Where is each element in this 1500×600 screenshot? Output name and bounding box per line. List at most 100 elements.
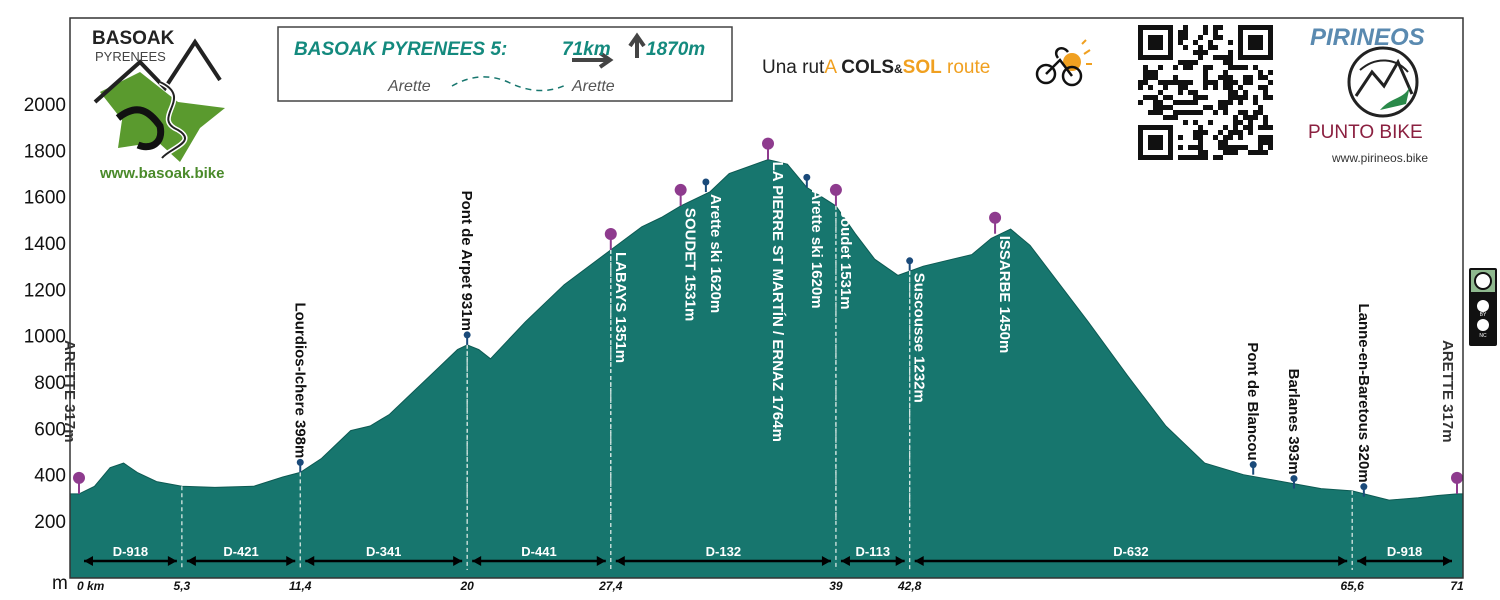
- qr-module: [1178, 135, 1183, 140]
- qr-module: [1258, 85, 1263, 90]
- qr-module: [1268, 145, 1273, 150]
- qr-module: [1238, 85, 1243, 90]
- qr-module: [1233, 90, 1238, 95]
- qr-module: [1183, 80, 1188, 85]
- qr-module: [1258, 75, 1263, 80]
- qr-module: [1193, 60, 1198, 65]
- qr-module: [1193, 95, 1198, 100]
- road-segment: D-918: [84, 544, 177, 566]
- partner-mountain-icon: [1354, 58, 1414, 97]
- qr-module: [1258, 140, 1263, 145]
- road-arrow-right: [453, 556, 463, 566]
- qr-module: [1203, 130, 1208, 135]
- qr-module: [1198, 55, 1203, 60]
- partner-road-icon: [1359, 59, 1409, 73]
- qr-module: [1223, 100, 1228, 105]
- qr-module: [1208, 120, 1213, 125]
- waypoint-label: Lourdios-Ichere 398m: [291, 302, 308, 458]
- qr-module: [1183, 65, 1188, 70]
- qr-module: [1248, 120, 1253, 125]
- waypoint-marker: [1290, 475, 1298, 483]
- qr-module: [1223, 105, 1228, 110]
- qr-module: [1198, 110, 1203, 115]
- qr-module: [1188, 90, 1193, 95]
- cyclist-icon: [115, 106, 165, 151]
- waypoint: Arette ski 1620m: [702, 178, 724, 313]
- qr-module: [1228, 55, 1233, 60]
- road-segment: D-632: [914, 544, 1348, 566]
- qr-module: [1228, 40, 1233, 45]
- qr-module: [1163, 105, 1168, 110]
- qr-module: [1253, 115, 1258, 120]
- qr-finder-core: [1148, 35, 1163, 50]
- qr-module: [1238, 110, 1243, 115]
- waypoint-marker: [296, 458, 304, 466]
- qr-module: [1263, 90, 1268, 95]
- waypoint-label: Suscousse 1232m: [911, 273, 928, 403]
- sun-cyclist-icon: [1035, 39, 1092, 87]
- qr-module: [1208, 45, 1213, 50]
- qr-module: [1178, 80, 1183, 85]
- qr-module: [1238, 120, 1243, 125]
- road-arrow-right: [596, 556, 606, 566]
- qr-module: [1153, 110, 1158, 115]
- qr-module: [1248, 115, 1253, 120]
- qr-module: [1263, 95, 1268, 100]
- qr-module: [1188, 80, 1193, 85]
- qr-module: [1223, 150, 1228, 155]
- distance-arrow-icon: [572, 51, 614, 69]
- qr-module: [1198, 130, 1203, 135]
- qr-module: [1198, 125, 1203, 130]
- qr-module: [1233, 145, 1238, 150]
- y-tick-label: 1600: [24, 188, 66, 209]
- waypoint-marker: [1451, 471, 1463, 484]
- qr-module: [1228, 145, 1233, 150]
- waypoint: LABAYS 1351m: [604, 227, 629, 520]
- qr-module: [1153, 95, 1158, 100]
- qr-module: [1193, 40, 1198, 45]
- qr-module: [1193, 100, 1198, 105]
- brand-url: www.basoak.bike: [99, 165, 225, 182]
- qr-module: [1193, 130, 1198, 135]
- qr-module: [1198, 145, 1203, 150]
- qr-module: [1183, 85, 1188, 90]
- road-segment: D-341: [305, 544, 463, 566]
- qr-module: [1268, 70, 1273, 75]
- qr-module: [1203, 95, 1208, 100]
- qr-module: [1218, 35, 1223, 40]
- qr-module: [1243, 125, 1248, 130]
- road-segment: D-918: [1357, 544, 1452, 566]
- qr-module: [1223, 85, 1228, 90]
- qr-module: [1218, 25, 1223, 30]
- road-segment: D-113: [840, 544, 905, 566]
- qr-module: [1248, 80, 1253, 85]
- road-arrow-right: [895, 556, 905, 566]
- qr-module: [1193, 110, 1198, 115]
- qr-module: [1233, 125, 1238, 130]
- qr-module: [1178, 155, 1183, 160]
- qr-module: [1208, 40, 1213, 45]
- partner-name: PIRINEOS: [1310, 24, 1425, 51]
- qr-module: [1193, 120, 1198, 125]
- chart-frame: [69, 17, 1464, 579]
- nc-icon: [1477, 319, 1489, 331]
- qr-finder-core: [1148, 135, 1163, 150]
- waypoint: ISSARBE 1450m: [989, 211, 1013, 353]
- qr-module: [1208, 105, 1213, 110]
- km-tick-label: 5,3: [174, 579, 191, 593]
- qr-module: [1188, 65, 1193, 70]
- qr-module: [1258, 135, 1263, 140]
- qr-module: [1138, 100, 1143, 105]
- brand-sub: PYRENEES: [95, 49, 166, 64]
- qr-module: [1223, 80, 1228, 85]
- qr-module: [1228, 60, 1233, 65]
- qr-module: [1158, 65, 1163, 70]
- qr-module: [1233, 150, 1238, 155]
- partner-leaf-icon: [1380, 86, 1410, 110]
- qr-module: [1248, 125, 1253, 130]
- qr-module: [1178, 40, 1183, 45]
- waypoint: LA PIERRE ST MARTÍN / ERNAZ 1764m: [762, 137, 786, 442]
- waypoint-marker: [674, 183, 687, 196]
- waypoint-marker: [989, 211, 1002, 224]
- qr-module: [1203, 50, 1208, 55]
